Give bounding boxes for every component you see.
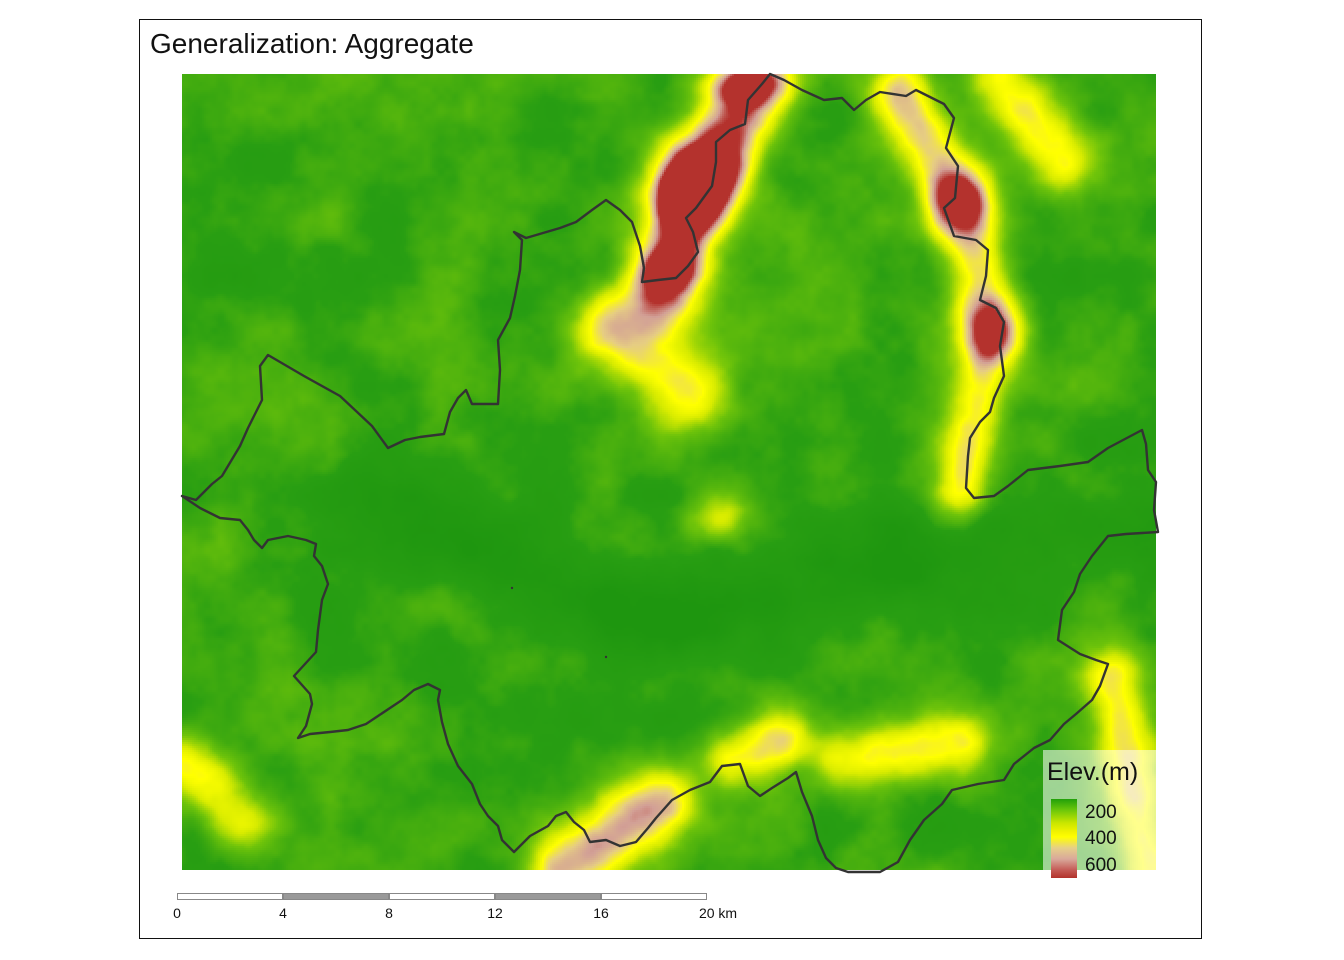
- scale-bar-segment: [283, 893, 389, 900]
- scale-bar-segment: [177, 893, 283, 900]
- scale-tick-label: 12: [487, 905, 503, 921]
- legend-label-200: 200: [1085, 802, 1117, 823]
- scale-tick-label: 20 km: [698, 905, 738, 921]
- scale-bar-segment: [389, 893, 495, 900]
- map-title: Generalization: Aggregate: [150, 28, 474, 59]
- scale-bar-segment: [495, 893, 601, 900]
- scale-tick-label: 16: [593, 905, 609, 921]
- legend-label-400: 400: [1085, 828, 1117, 849]
- legend-color-ramp: [1051, 799, 1077, 878]
- scale-tick-label: 4: [279, 905, 287, 921]
- legend-label-600: 600: [1085, 855, 1117, 876]
- elevation-raster: [182, 74, 1156, 870]
- scale-tick-label: 8: [385, 905, 393, 921]
- scale-tick-label: 0: [173, 905, 181, 921]
- legend-title: Elev.(m): [1047, 758, 1139, 786]
- scale-bar-segment: [601, 893, 707, 900]
